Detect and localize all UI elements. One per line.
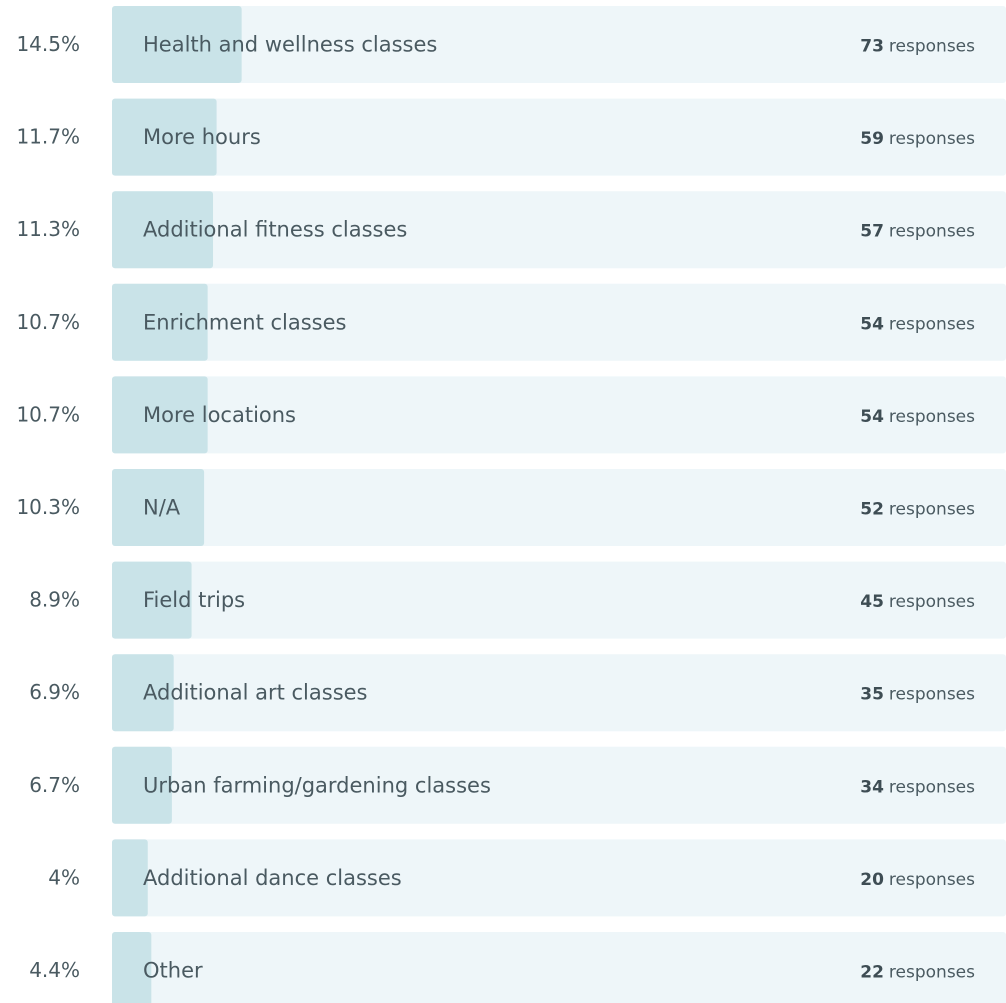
count-unit: responses	[889, 870, 975, 890]
count-number: 54	[860, 314, 884, 334]
percent-label: 10.7%	[16, 310, 80, 334]
bar-track	[112, 932, 1006, 1003]
bar	[112, 283, 208, 361]
count-number: 22	[860, 963, 884, 983]
count-number: 57	[860, 222, 884, 242]
response-count: 20 responses	[860, 870, 975, 890]
bar-track	[112, 191, 1006, 269]
bar	[112, 654, 174, 732]
percent-label: 11.7%	[16, 125, 80, 149]
bar-track	[112, 561, 1006, 639]
response-count: 54 responses	[860, 314, 975, 334]
percent-label: 6.7%	[29, 773, 80, 797]
count-unit: responses	[889, 592, 975, 612]
bar	[112, 839, 148, 917]
bar	[112, 98, 217, 176]
bar-track	[112, 376, 1006, 454]
bar-track	[112, 746, 1006, 824]
bar	[112, 932, 152, 1003]
response-count: 54 responses	[860, 407, 975, 427]
bar	[112, 6, 242, 83]
percent-label: 6.9%	[29, 680, 80, 704]
response-count: 73 responses	[860, 37, 975, 57]
category-label: Health and wellness classes	[143, 33, 437, 57]
category-label: Additional art classes	[143, 681, 368, 705]
bar	[112, 469, 205, 546]
bar-track	[112, 654, 1006, 732]
percent-label: 10.3%	[16, 495, 80, 519]
count-unit: responses	[889, 314, 975, 334]
count-number: 45	[860, 592, 884, 612]
response-count: 45 responses	[860, 592, 975, 612]
count-unit: responses	[889, 777, 975, 797]
bar-track	[112, 469, 1006, 546]
count-unit: responses	[889, 407, 975, 427]
response-count: 57 responses	[860, 222, 975, 242]
response-count: 22 responses	[860, 963, 975, 983]
percent-label: 10.7%	[16, 402, 80, 426]
response-count: 59 responses	[860, 129, 975, 149]
response-count: 52 responses	[860, 500, 975, 520]
count-unit: responses	[889, 37, 975, 57]
count-number: 34	[860, 777, 884, 797]
bar-track	[112, 283, 1006, 361]
count-number: 35	[860, 685, 884, 705]
count-number: 59	[860, 129, 884, 149]
percent-label: 4%	[48, 865, 80, 889]
bar-track	[112, 98, 1006, 176]
category-label: Other	[143, 959, 203, 983]
category-label: Urban farming/gardening classes	[143, 773, 491, 797]
percent-label: 11.3%	[16, 217, 80, 241]
percent-label: 4.4%	[29, 958, 80, 982]
response-count: 34 responses	[860, 777, 975, 797]
bar	[112, 561, 192, 639]
count-unit: responses	[889, 500, 975, 520]
bar	[112, 376, 208, 454]
category-label: Field trips	[143, 588, 245, 612]
category-label: Enrichment classes	[143, 310, 347, 334]
bar	[112, 191, 214, 269]
response-count: 35 responses	[860, 685, 975, 705]
count-unit: responses	[889, 222, 975, 242]
percent-label: 14.5%	[16, 32, 80, 56]
count-unit: responses	[889, 963, 975, 983]
count-number: 54	[860, 407, 884, 427]
count-number: 73	[860, 37, 884, 57]
category-label: More hours	[143, 125, 261, 149]
category-label: N/A	[143, 496, 181, 520]
bar-track	[112, 839, 1006, 917]
bar	[112, 746, 172, 824]
count-number: 20	[860, 870, 884, 890]
count-unit: responses	[889, 685, 975, 705]
category-label: More locations	[143, 403, 296, 427]
count-unit: responses	[889, 129, 975, 149]
bar-track	[112, 6, 1006, 83]
count-number: 52	[860, 500, 884, 520]
category-label: Additional dance classes	[143, 866, 402, 890]
category-label: Additional fitness classes	[143, 218, 407, 242]
percent-label: 8.9%	[29, 588, 80, 612]
